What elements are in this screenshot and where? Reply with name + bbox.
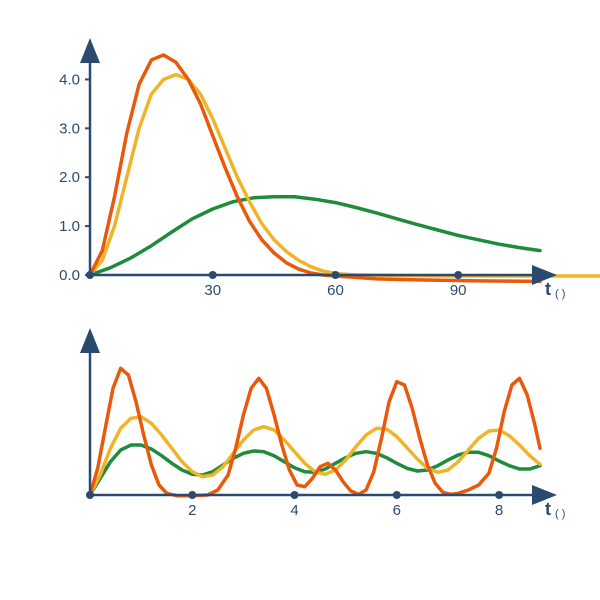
charts-svg: 0.0 1.0 2.0 3.0 4.0 30 60 90 t ( ) 2 4 6 8 t ( ) [0, 0, 600, 600]
chart-container: 0.0 1.0 2.0 3.0 4.0 30 60 90 t ( ) 2 4 6 8 t ( ) [0, 0, 600, 600]
origin-marker [86, 491, 94, 499]
x-axis-label: t [545, 499, 551, 519]
x-tick-marker [393, 491, 401, 499]
x-tick-label: 90 [450, 282, 467, 299]
x-tick-marker [495, 491, 503, 499]
x-tick-label: 2 [188, 502, 196, 519]
x-tick-label: 60 [327, 282, 344, 299]
x-tick-label: 30 [204, 282, 221, 299]
y-tick-label: 0.0 [59, 267, 80, 284]
x-axis-label-sub: ( ) [555, 508, 565, 520]
y-tick-label: 4.0 [59, 71, 80, 88]
x-tick-marker [454, 271, 462, 279]
y-tick-label: 2.0 [59, 169, 80, 186]
x-tick-marker [209, 271, 217, 279]
x-tick-marker [291, 491, 299, 499]
x-axis-label-sub: ( ) [555, 288, 565, 300]
y-tick-label: 3.0 [59, 120, 80, 137]
origin-marker [86, 271, 94, 279]
y-tick-label: 1.0 [59, 218, 80, 235]
series-yellow [90, 75, 600, 276]
x-axis-label: t [545, 279, 551, 299]
x-tick-marker [331, 271, 339, 279]
x-tick-label: 8 [495, 502, 503, 519]
x-tick-marker [188, 491, 196, 499]
x-tick-label: 4 [290, 502, 298, 519]
x-tick-label: 6 [393, 502, 401, 519]
series-green [90, 197, 540, 275]
